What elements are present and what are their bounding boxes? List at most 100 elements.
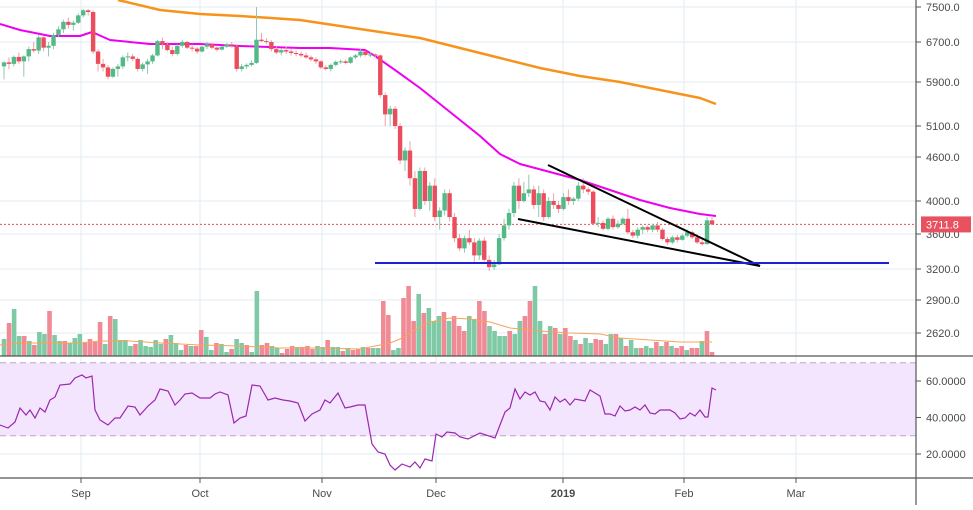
- candle[interactable]: [61, 19, 66, 33]
- candle[interactable]: [576, 181, 581, 201]
- candle[interactable]: [234, 44, 239, 72]
- candle[interactable]: [165, 42, 170, 52]
- trendlines[interactable]: [375, 164, 889, 267]
- candle[interactable]: [437, 207, 442, 230]
- candle[interactable]: [501, 218, 507, 241]
- candle[interactable]: [496, 234, 502, 266]
- candle[interactable]: [100, 58, 106, 72]
- candle[interactable]: [204, 42, 210, 50]
- candle[interactable]: [209, 42, 215, 50]
- candle[interactable]: [392, 105, 398, 129]
- candle[interactable]: [412, 170, 418, 218]
- candle[interactable]: [442, 189, 447, 216]
- candle[interactable]: [6, 57, 12, 69]
- candle[interactable]: [318, 60, 324, 69]
- candle[interactable]: [269, 40, 274, 52]
- candle[interactable]: [680, 234, 685, 241]
- candle[interactable]: [145, 58, 150, 75]
- candle[interactable]: [160, 37, 165, 50]
- candle[interactable]: [36, 35, 41, 54]
- candle[interactable]: [244, 63, 249, 69]
- candle[interactable]: [402, 147, 408, 171]
- candle[interactable]: [259, 32, 264, 42]
- candle[interactable]: [660, 227, 665, 241]
- candle[interactable]: [303, 52, 309, 59]
- candle[interactable]: [467, 229, 472, 245]
- candle[interactable]: [81, 9, 86, 18]
- candle[interactable]: [526, 174, 532, 198]
- candle[interactable]: [610, 215, 616, 230]
- candle[interactable]: [605, 217, 611, 231]
- candle[interactable]: [635, 227, 640, 239]
- candle[interactable]: [95, 49, 101, 72]
- candle[interactable]: [566, 189, 571, 205]
- candle[interactable]: [125, 52, 130, 62]
- candle[interactable]: [378, 54, 383, 98]
- candle[interactable]: [422, 167, 428, 205]
- candle[interactable]: [670, 235, 675, 245]
- candle[interactable]: [586, 187, 591, 195]
- candle[interactable]: [224, 42, 229, 49]
- candle[interactable]: [333, 60, 338, 67]
- candle[interactable]: [150, 53, 155, 64]
- price-axis[interactable]: 7500.06700.05900.05100.04600.04000.03600…: [916, 2, 960, 340]
- time-axis[interactable]: Sep Oct Nov Dec 2019 Feb Mar: [71, 478, 806, 500]
- candle[interactable]: [71, 20, 76, 31]
- candle[interactable]: [328, 63, 333, 72]
- candle[interactable]: [556, 201, 561, 213]
- candle[interactable]: [561, 193, 566, 211]
- candle[interactable]: [16, 52, 22, 64]
- candle[interactable]: [56, 26, 61, 38]
- candle[interactable]: [462, 235, 467, 253]
- candle[interactable]: [66, 17, 71, 29]
- candle[interactable]: [219, 45, 225, 51]
- candle[interactable]: [194, 46, 200, 54]
- candle[interactable]: [650, 223, 655, 233]
- candle[interactable]: [383, 92, 388, 126]
- candle[interactable]: [571, 197, 576, 205]
- candle[interactable]: [600, 220, 606, 231]
- candle[interactable]: [630, 229, 635, 239]
- candle[interactable]: [308, 55, 314, 62]
- candle[interactable]: [135, 57, 140, 72]
- candle[interactable]: [76, 13, 81, 25]
- candle[interactable]: [175, 44, 180, 56]
- candle[interactable]: [90, 10, 96, 54]
- candles[interactable]: [1, 7, 715, 271]
- candle[interactable]: [358, 49, 363, 58]
- candle[interactable]: [521, 181, 527, 203]
- candle[interactable]: [452, 212, 457, 243]
- candle[interactable]: [546, 197, 551, 219]
- candle[interactable]: [120, 55, 126, 69]
- candle[interactable]: [140, 62, 145, 72]
- candle[interactable]: [274, 46, 279, 54]
- candle[interactable]: [288, 49, 294, 56]
- candle[interactable]: [417, 167, 423, 211]
- rsi-axis[interactable]: 60.0000 40.0000 20.0000: [916, 376, 966, 461]
- candle[interactable]: [130, 53, 135, 62]
- candle[interactable]: [457, 234, 462, 251]
- candle[interactable]: [472, 238, 477, 262]
- candle[interactable]: [11, 55, 17, 67]
- candle[interactable]: [229, 42, 234, 48]
- candle[interactable]: [239, 63, 244, 72]
- candle[interactable]: [675, 234, 680, 243]
- candle[interactable]: [516, 178, 522, 209]
- candle[interactable]: [348, 56, 353, 64]
- candle[interactable]: [31, 42, 36, 53]
- candle[interactable]: [249, 60, 254, 67]
- candle[interactable]: [665, 236, 670, 245]
- candle[interactable]: [363, 50, 368, 57]
- candle[interactable]: [214, 46, 220, 52]
- candle[interactable]: [298, 51, 304, 58]
- candle[interactable]: [110, 67, 116, 78]
- candle[interactable]: [368, 51, 373, 58]
- candle[interactable]: [323, 65, 329, 71]
- candle[interactable]: [541, 189, 546, 222]
- candle[interactable]: [293, 50, 299, 57]
- candle[interactable]: [115, 63, 121, 77]
- candle[interactable]: [427, 181, 432, 211]
- candle[interactable]: [625, 208, 631, 234]
- candle[interactable]: [180, 39, 185, 48]
- candle[interactable]: [407, 141, 413, 186]
